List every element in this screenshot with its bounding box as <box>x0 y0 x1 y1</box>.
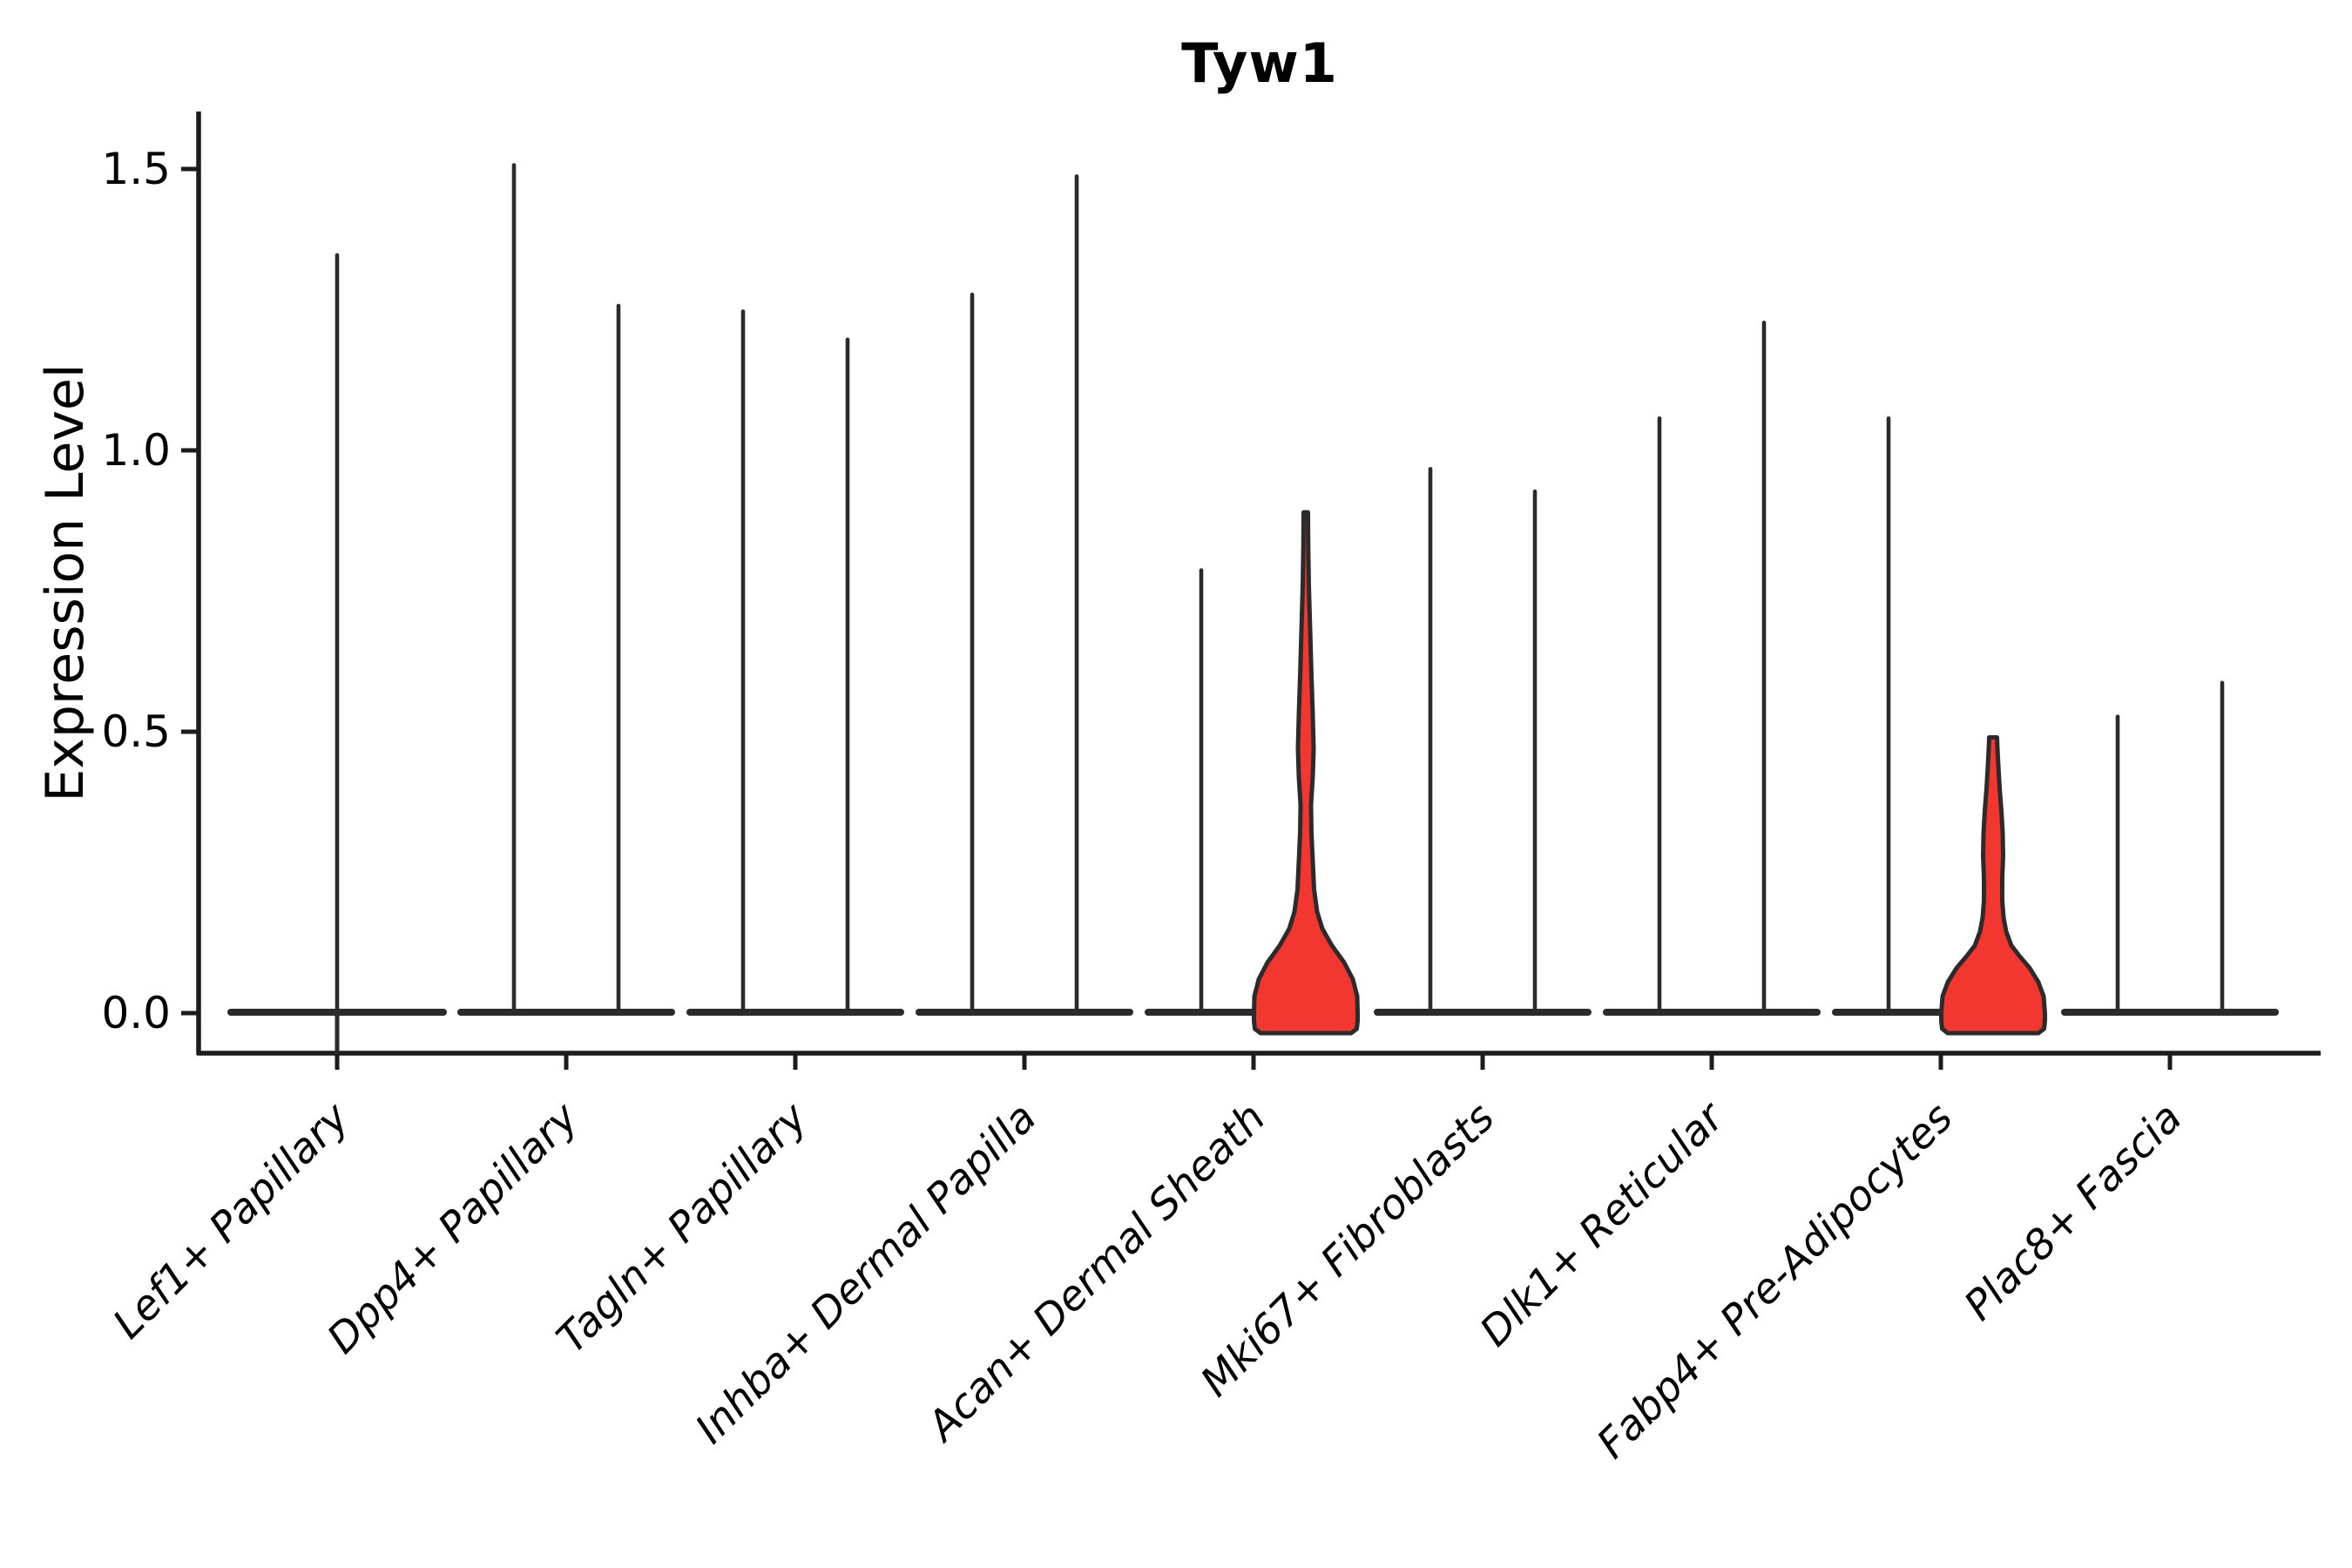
x-tick-label: Dlk1+ Reticular <box>1471 1092 1735 1356</box>
x-tick-label: Dpp4+ Papillary <box>318 1093 588 1363</box>
x-tick-label: Plac8+ Fascia <box>1955 1094 2191 1330</box>
y-tick-label: 0.5 <box>101 706 171 757</box>
violin-filled <box>1252 510 1360 1036</box>
y-tick-label: 1.0 <box>101 425 171 476</box>
x-tick-label: Lef1+ Papillary <box>104 1093 359 1348</box>
violin-filled <box>1939 735 2047 1036</box>
plot-title: Tyw1 <box>1181 31 1338 95</box>
y-tick-label: 1.5 <box>101 144 171 194</box>
x-tick-label: Tagln+ Papillary <box>548 1093 818 1363</box>
y-tick-label: 0.0 <box>101 988 171 1038</box>
